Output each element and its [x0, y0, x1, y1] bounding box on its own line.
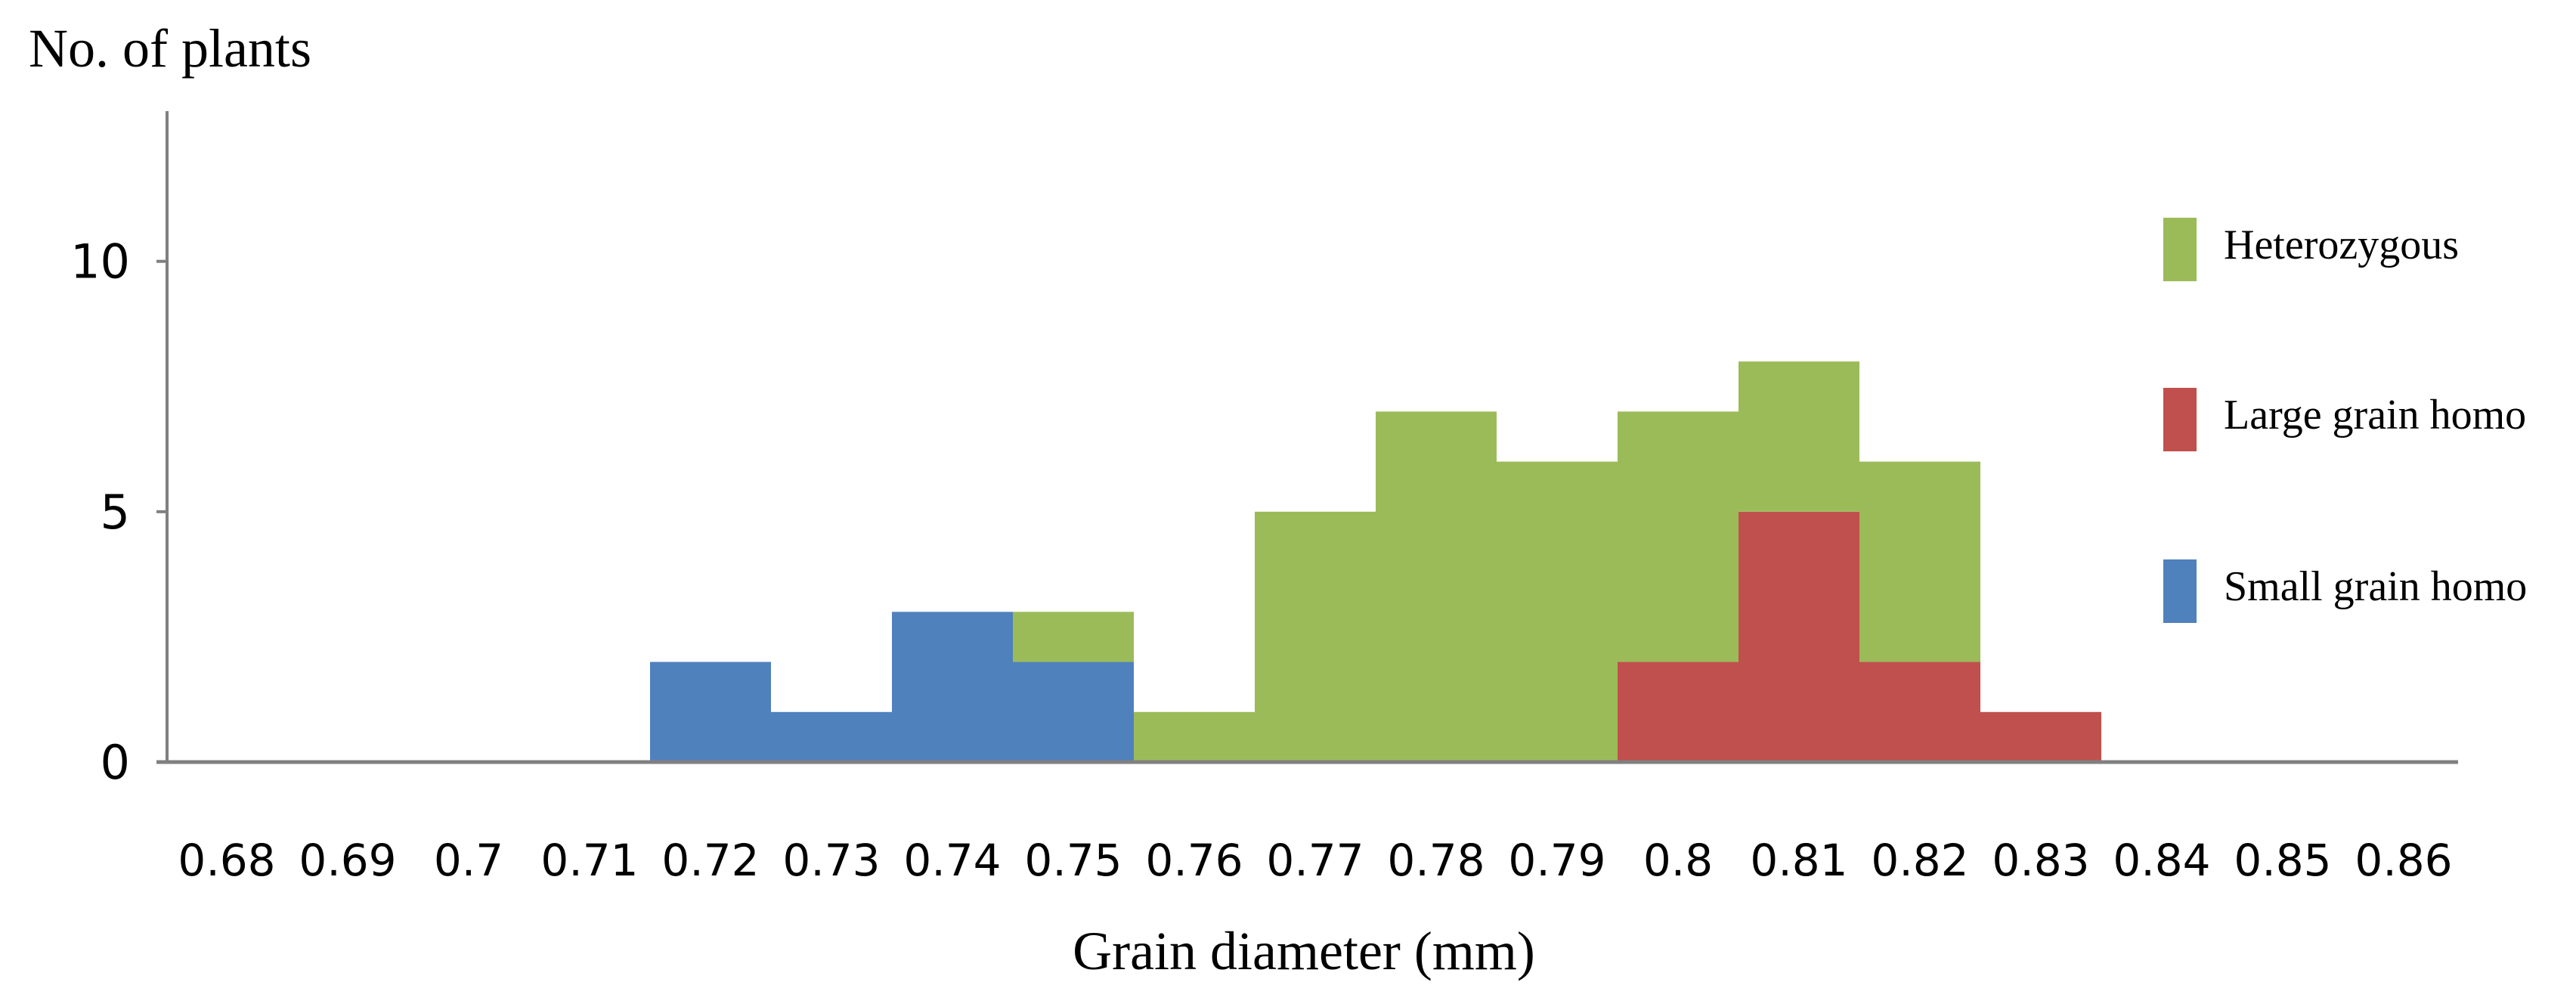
bar-small-grain-homo-0.73: [771, 711, 892, 762]
x-tick-label: 0.75: [1024, 835, 1122, 886]
x-tick-label: 0.77: [1266, 835, 1364, 886]
x-tick-label: 0.73: [782, 835, 880, 886]
bar-large-grain-homo-0.81: [1738, 511, 1859, 762]
x-tick-label: 0.72: [661, 835, 759, 886]
y-tick-label: 0: [101, 735, 130, 790]
bar-heterozygous-0.76: [1134, 711, 1255, 762]
x-tick-labels: 0.68 0.69 0.7 0.71 0.72 0.73 0.74 0.75 0.76 0.77 0…: [178, 835, 2452, 886]
y-axis-title: No. of plants: [29, 18, 311, 79]
bar-large-grain-homo-0.8: [1618, 662, 1738, 762]
bar-heterozygous-0.8: [1618, 411, 1738, 662]
legend-label: Large grain homo: [2224, 392, 2526, 438]
bar-heterozygous-0.77: [1255, 511, 1376, 762]
x-tick-label: 0.81: [1750, 835, 1847, 886]
x-tick-label: 0.71: [540, 835, 638, 886]
y-tick-label: 10: [70, 234, 130, 290]
bar-large-grain-homo-0.82: [1859, 662, 1980, 762]
bar-heterozygous-0.79: [1497, 461, 1618, 762]
x-tick-label: 0.79: [1508, 835, 1605, 886]
bar-heterozygous-0.78: [1376, 411, 1497, 762]
x-tick-label: 0.69: [299, 835, 396, 886]
x-tick-label: 0.78: [1387, 835, 1485, 886]
x-tick-label: 0.74: [903, 835, 1001, 886]
legend: Heterozygous Large grain homo Small grain …: [2163, 218, 2527, 623]
x-tick-label: 0.8: [1643, 835, 1713, 886]
legend-label: Heterozygous: [2224, 222, 2459, 268]
bar-heterozygous-0.82: [1859, 461, 1980, 662]
x-tick-label: 0.85: [2234, 835, 2331, 886]
y-tick-labels: 0 5 10: [70, 234, 167, 790]
x-tick-label: 0.7: [434, 835, 503, 886]
bar-small-grain-homo-0.72: [650, 662, 771, 762]
bar-small-grain-homo-0.75: [1013, 662, 1134, 762]
legend-swatch-heterozygous: [2163, 218, 2197, 281]
bar-large-grain-homo-0.83: [1980, 711, 2101, 762]
x-tick-label: 0.84: [2113, 835, 2210, 886]
x-tick-label: 0.86: [2355, 835, 2452, 886]
x-axis-title: Grain diameter (mm): [1073, 921, 1535, 981]
bar-heterozygous-0.81: [1738, 361, 1859, 512]
x-tick-label: 0.83: [1992, 835, 2089, 886]
axes-group: [156, 111, 2458, 764]
legend-swatch-large-grain-homo: [2163, 388, 2197, 451]
x-tick-label: 0.76: [1145, 835, 1243, 886]
x-tick-label: 0.82: [1871, 835, 1968, 886]
x-tick-label: 0.68: [178, 835, 275, 886]
bar-small-grain-homo-0.74: [892, 612, 1013, 762]
legend-swatch-small-grain-homo: [2163, 559, 2197, 623]
y-tick-label: 5: [101, 485, 130, 540]
legend-label: Small grain homo: [2224, 563, 2527, 610]
bars-group: [650, 361, 2101, 762]
bar-heterozygous-0.75: [1013, 612, 1134, 662]
